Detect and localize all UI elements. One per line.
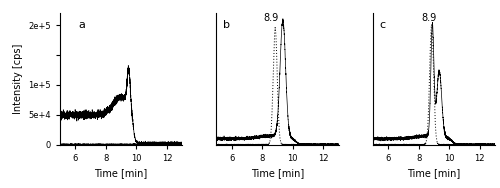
X-axis label: Time [min]: Time [min]: [94, 168, 148, 178]
X-axis label: Time [min]: Time [min]: [251, 168, 304, 178]
Y-axis label: Intensity [cps]: Intensity [cps]: [13, 44, 23, 114]
Text: c: c: [379, 20, 385, 30]
Text: b: b: [222, 20, 230, 30]
Text: a: a: [78, 20, 85, 30]
X-axis label: Time [min]: Time [min]: [408, 168, 461, 178]
Text: 8.9: 8.9: [422, 13, 437, 23]
Text: 8.9: 8.9: [264, 13, 279, 23]
